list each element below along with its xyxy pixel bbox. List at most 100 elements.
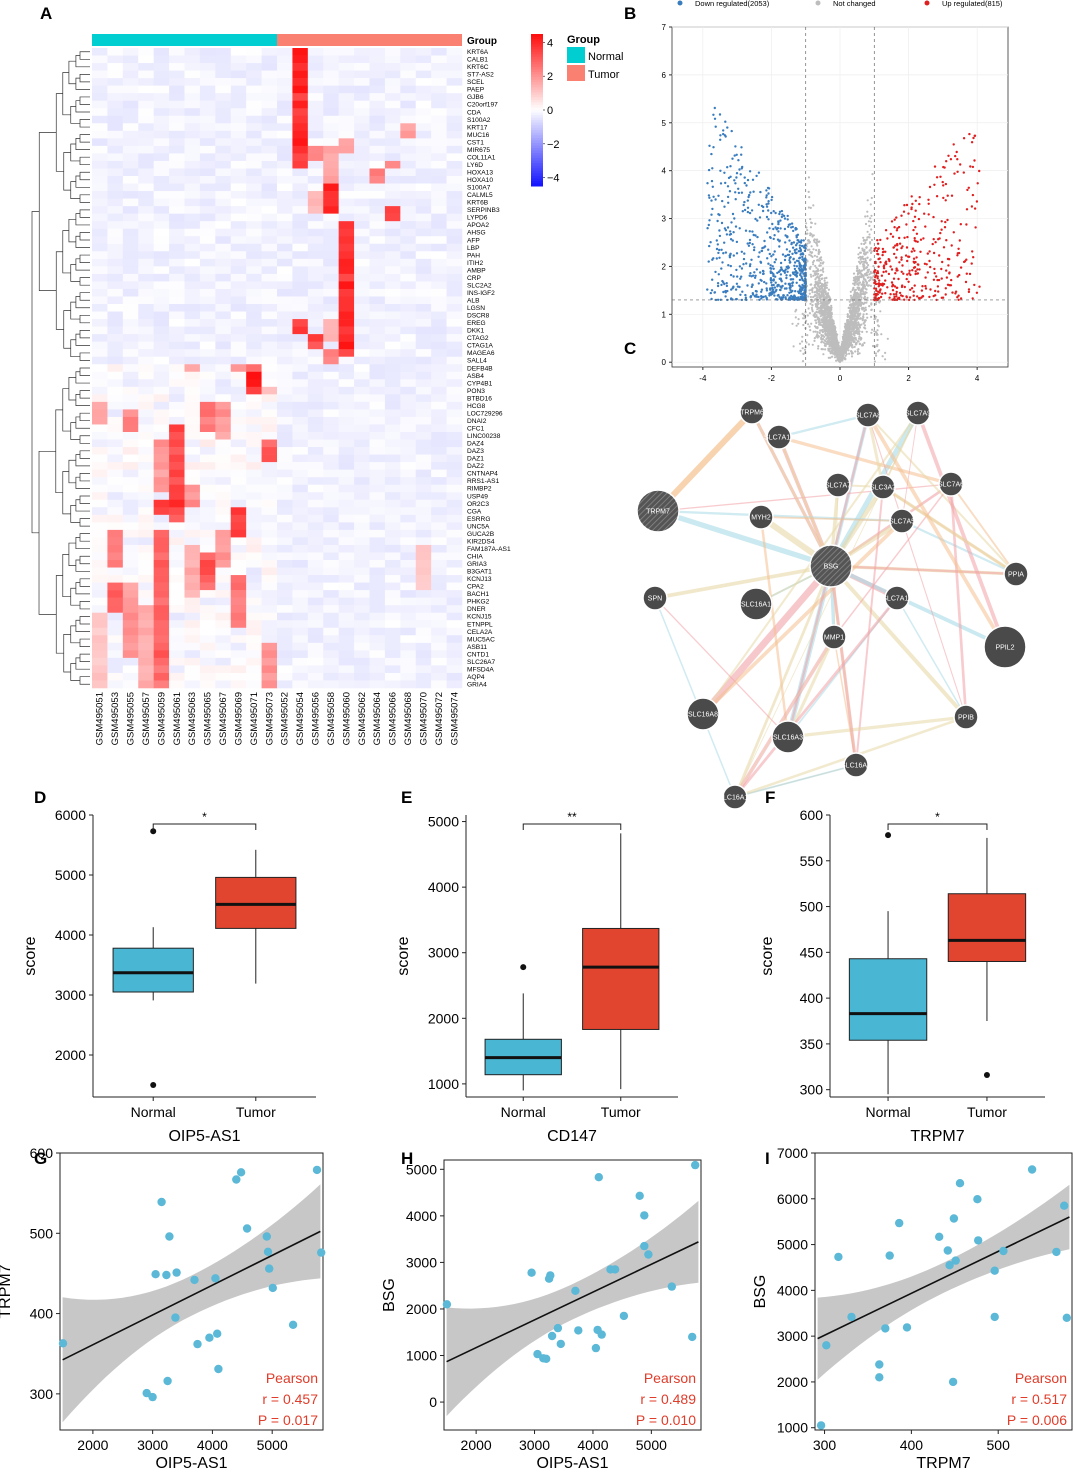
heatmap-cell — [169, 93, 185, 102]
heatmap-cell — [230, 672, 247, 681]
heatmap-cell — [292, 341, 309, 350]
heatmap-cell — [338, 371, 355, 380]
heatmap-cell — [338, 326, 355, 335]
heatmap-cell — [107, 236, 124, 245]
heatmap-cell — [199, 529, 216, 538]
gene-label: S100A7 — [467, 185, 491, 192]
volcano-point-nochange — [827, 306, 830, 309]
heatmap-cell — [246, 85, 262, 94]
heatmap-cell — [153, 492, 170, 501]
heatmap-cell — [307, 447, 324, 455]
heatmap-cell — [292, 123, 309, 132]
heatmap-cell — [199, 371, 216, 380]
heatmap-cell — [354, 454, 370, 463]
heatmap-cell — [338, 319, 355, 327]
heatmap-cell — [199, 364, 216, 373]
heatmap-cell — [169, 537, 185, 546]
heatmap-cell — [384, 401, 401, 410]
gene-label: MIR675 — [467, 147, 490, 154]
heatmap-cell — [400, 544, 417, 553]
heatmap-cell — [215, 454, 232, 463]
heatmap-cell — [153, 409, 170, 418]
colorbar-segment — [531, 120, 543, 124]
heatmap-cell — [169, 48, 185, 56]
heatmap-cell — [446, 416, 463, 425]
heatmap-cell — [246, 386, 262, 395]
sample-label: GSM495053 — [110, 692, 121, 745]
heatmap-cell — [153, 507, 170, 516]
heatmap-cell — [446, 85, 463, 94]
heatmap-cell — [384, 379, 401, 388]
heatmap-cell — [446, 552, 463, 561]
volcano-point-nochange — [822, 306, 825, 309]
heatmap-cell — [400, 191, 417, 199]
volcano-point-nochange — [857, 253, 860, 256]
heatmap-cell — [277, 296, 293, 305]
heatmap-cell — [184, 409, 201, 418]
heatmap-cell — [169, 665, 185, 674]
heatmap-cell — [92, 153, 108, 162]
gene-label: OR2C3 — [467, 501, 489, 508]
heatmap-cell — [153, 48, 170, 56]
heatmap-cell — [338, 439, 355, 448]
volcano-point-nochange — [834, 344, 838, 347]
volcano-point-nochange — [862, 263, 865, 266]
heatmap-cell — [369, 537, 386, 546]
heatmap-cell — [92, 176, 108, 184]
heatmap-cell — [354, 296, 370, 305]
dendrogram-branch — [55, 93, 64, 172]
heatmap-cell — [169, 70, 185, 79]
dendrogram-branch — [75, 55, 90, 68]
heatmap-cell — [431, 221, 447, 230]
heatmap-cell — [246, 409, 262, 418]
heatmap-cell — [446, 213, 463, 222]
heatmap-cell — [431, 183, 447, 192]
volcano-point-nochange — [862, 315, 865, 318]
heatmap-cell — [323, 228, 339, 237]
heatmap-cell — [169, 575, 185, 583]
heatmap-cell — [446, 522, 463, 531]
heatmap-cell — [246, 672, 262, 681]
heatmap-cell — [307, 454, 324, 463]
heatmap-cell — [384, 78, 401, 86]
heatmap-cell — [153, 582, 170, 591]
heatmap-cell — [292, 296, 309, 305]
gene-label: APOA2 — [467, 222, 489, 229]
heatmap-cell — [230, 266, 247, 275]
heatmap-cell — [400, 85, 417, 94]
heatmap-cell — [199, 100, 216, 109]
heatmap-cell — [153, 78, 170, 86]
legend-label-normal: Normal — [588, 51, 623, 63]
heatmap-cell — [354, 108, 370, 117]
heatmap-cell — [307, 657, 324, 666]
heatmap-cell — [184, 575, 201, 583]
dendrogram-branch — [70, 505, 80, 523]
heatmap-cell — [122, 371, 139, 380]
heatmap-cell — [107, 484, 124, 493]
heatmap-cell — [446, 115, 463, 124]
heatmap-cell — [307, 168, 324, 177]
heatmap-cell — [307, 499, 324, 508]
heatmap-cell — [431, 85, 447, 94]
heatmap-cell — [446, 341, 463, 350]
heatmap-cell — [199, 537, 216, 546]
heatmap-cell — [415, 514, 432, 523]
heatmap-cell — [292, 130, 309, 139]
heatmap-cell — [215, 462, 232, 470]
colorbar-segment — [531, 104, 543, 108]
heatmap-cell — [261, 650, 278, 659]
dendrogram-branch — [79, 96, 90, 105]
heatmap-cell — [369, 529, 386, 538]
heatmap-cell — [415, 424, 432, 433]
heatmap-cell — [138, 123, 154, 132]
heatmap-cell — [415, 108, 432, 117]
heatmap-cell — [215, 409, 232, 418]
dendrogram-branch — [75, 235, 90, 248]
heatmap-cell — [277, 319, 293, 327]
volcano-point-nochange — [791, 322, 794, 325]
heatmap-cell — [184, 100, 201, 109]
heatmap-cell — [138, 145, 154, 154]
volcano-point-nochange — [852, 286, 855, 289]
colorbar-segment — [531, 82, 543, 86]
heatmap-cell — [277, 356, 293, 365]
